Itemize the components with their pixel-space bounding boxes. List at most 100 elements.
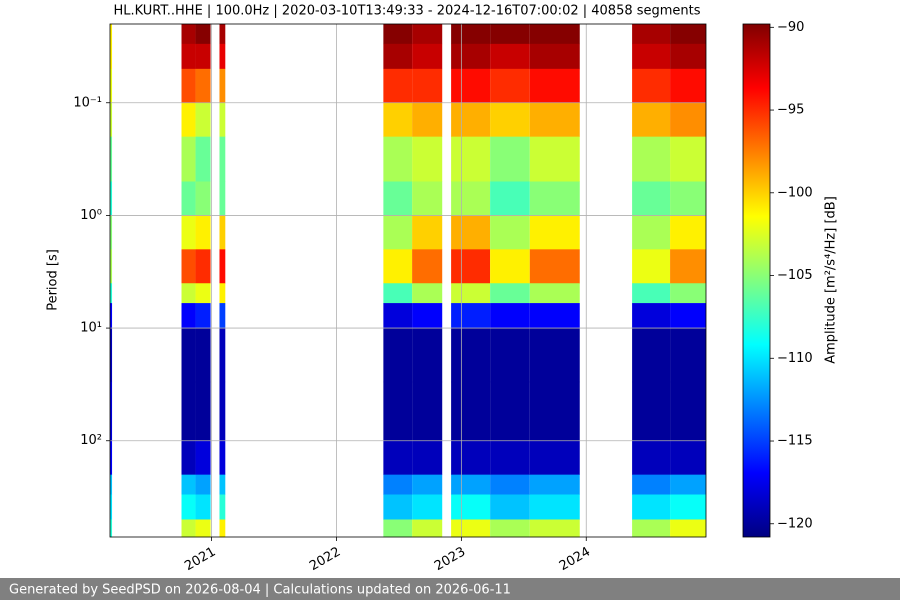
spectrogram-cell [383,519,413,538]
spectrogram-cell [632,215,671,250]
spectrogram-cell [670,494,706,520]
spectrogram-cell [451,474,491,495]
spectrogram-cell [451,215,491,250]
spectrogram-cell [632,43,671,70]
spectrogram-cell [181,43,196,70]
spectrogram-cell [529,249,580,284]
spectrogram-cell [219,215,226,250]
spectrogram-cell [181,381,196,442]
spectrogram-cell [632,328,671,383]
spectrogram-cell [632,381,671,442]
spectrogram-cell [383,328,413,383]
y-tick-label: 10² [80,433,102,448]
spectrogram-cell [451,102,491,137]
spectrogram-cell [219,381,226,442]
spectrogram-cell [412,494,443,520]
spectrogram-cell [529,303,580,329]
spectrogram-cell [412,136,443,182]
spectrogram-cell [490,68,530,104]
spectrogram-cell [412,102,443,137]
spectrogram-cell [670,43,706,70]
spectrogram-cell [670,136,706,182]
spectrogram-cell [383,136,413,182]
spectrogram-cell [451,440,491,475]
spectrogram-cell [110,303,113,329]
spectrogram-cell [490,494,530,520]
spectrogram-cell [181,474,196,495]
spectrogram-cell [451,381,491,442]
footer-bar [0,578,900,600]
spectrogram-cell [110,43,113,70]
spectrogram-cell [383,215,413,250]
spectrogram-cell [632,102,671,137]
spectrogram-cell [110,381,113,442]
spectrogram-cell [670,440,706,475]
spectrogram-cell [451,43,491,70]
spectrogram-cell [490,283,530,304]
y-tick-label: 10⁰ [80,208,102,223]
spectrogram-cell [383,381,413,442]
spectrogram-cell [670,215,706,250]
spectrogram-cell [412,43,443,70]
spectrogram-cell [181,494,196,520]
spectrogram-cell [632,494,671,520]
spectrogram-cell [529,68,580,104]
spectrogram-cell [490,136,530,182]
spectrogram-cell [383,283,413,304]
spectrogram-cell [219,68,226,104]
spectrogram-cell [219,494,226,520]
spectrogram-cell [412,24,443,45]
colorbar-tick-label: −100 [777,185,813,200]
spectrogram-cell [219,136,226,182]
spectrogram-cell [195,303,211,329]
spectrogram-cell [110,328,113,383]
spectrogram-cell [383,24,413,45]
spectrogram-cell [529,24,580,45]
spectrogram-cell [219,303,226,329]
spectrogram-cell [670,283,706,304]
spectrogram-cell [632,181,671,216]
spectrogram-cell [219,24,226,45]
spectrogram-cell [670,474,706,495]
spectrogram-cell [181,249,196,284]
spectrogram-cell [632,249,671,284]
spectrogram-cell [383,68,413,104]
spectrogram-cell [529,136,580,182]
spectrogram-cell [670,102,706,137]
colorbar-tick-label: −115 [777,434,813,449]
spectrogram-cell [451,328,491,383]
x-tick-label: 2022 [307,545,343,575]
spectrogram-cell [412,181,443,216]
spectrogram-cell [110,283,113,304]
spectrogram-cell [490,215,530,250]
spectrogram-cell [490,381,530,442]
spectrogram-cell [412,249,443,284]
spectrogram-cell [383,102,413,137]
spectrogram-cell [195,24,211,45]
spectrogram-cell [670,519,706,538]
spectrogram-cell [451,181,491,216]
spectrogram-cell [110,68,113,104]
spectrogram-cell [670,328,706,383]
spectrogram-cell [412,474,443,495]
spectrogram-cell [110,494,113,520]
spectrogram-cell [219,440,226,475]
spectrogram-cell [490,474,530,495]
spectrogram-cell [181,136,196,182]
spectrogram-cell [490,43,530,70]
spectrogram-cell [219,474,226,495]
spectrogram-cell [529,474,580,495]
x-tick-label: 2021 [182,545,218,575]
spectrogram-cell [110,249,113,284]
spectrogram-cell [181,283,196,304]
spectrogram-cell [529,181,580,216]
spectrogram-cell [529,519,580,538]
y-axis-label: Period [s] [46,249,61,311]
spectrogram-cell [670,24,706,45]
spectrogram-cell [451,136,491,182]
spectrogram-cell [219,519,226,538]
spectrogram-cell [383,440,413,475]
spectrogram-cell [195,43,211,70]
spectrogram-cell [670,68,706,104]
